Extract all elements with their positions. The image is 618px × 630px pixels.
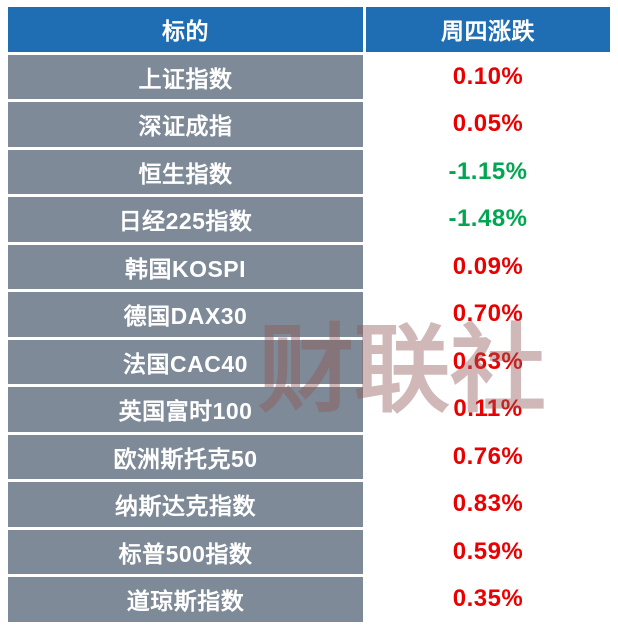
change-value-cell: 0.70% xyxy=(366,292,610,337)
index-name-cell: 恒生指数 xyxy=(8,149,363,194)
index-name-cell: 法国CAC40 xyxy=(8,339,363,384)
change-value-cell: 0.63% xyxy=(366,339,610,384)
change-value-cell: 0.59% xyxy=(366,529,610,574)
index-name-cell: 标普500指数 xyxy=(8,529,363,574)
change-value-cell: 0.09% xyxy=(366,244,610,289)
market-table: 标的 周四涨跌 上证指数 0.10% 深证成指 0.05% 恒生指数 -1.15% 日经22… xyxy=(8,7,610,622)
header-target: 标的 xyxy=(8,7,363,52)
index-name-cell: 德国DAX30 xyxy=(8,292,363,337)
index-name-cell: 欧洲斯托克50 xyxy=(8,434,363,479)
change-value-cell: -1.48% xyxy=(366,197,610,242)
change-value-cell: 0.76% xyxy=(366,434,610,479)
header-change: 周四涨跌 xyxy=(366,7,610,52)
change-value-cell: 0.05% xyxy=(366,102,610,147)
index-name-cell: 纳斯达克指数 xyxy=(8,482,363,527)
index-name-cell: 英国富时100 xyxy=(8,387,363,432)
index-name-cell: 上证指数 xyxy=(8,54,363,99)
change-value-cell: 0.10% xyxy=(366,54,610,99)
change-value-cell: 0.11% xyxy=(366,387,610,432)
index-name-cell: 韩国KOSPI xyxy=(8,244,363,289)
index-name-cell: 深证成指 xyxy=(8,102,363,147)
change-value-cell: 0.35% xyxy=(366,577,610,622)
index-name-cell: 日经225指数 xyxy=(8,197,363,242)
change-value-cell: 0.83% xyxy=(366,482,610,527)
change-value-cell: -1.15% xyxy=(366,149,610,194)
index-name-cell: 道琼斯指数 xyxy=(8,577,363,622)
